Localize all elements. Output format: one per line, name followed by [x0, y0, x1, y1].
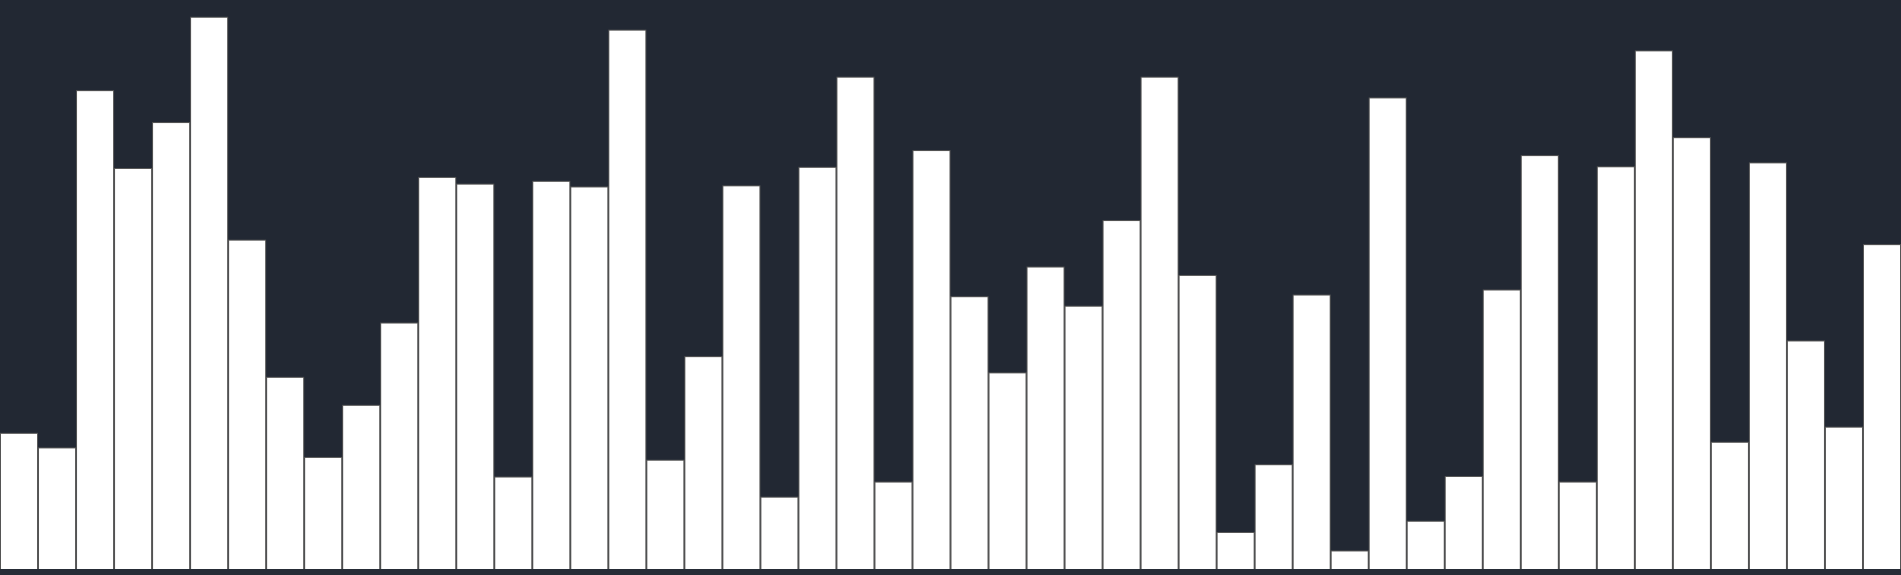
bar-47 — [1748, 162, 1787, 571]
bar-6 — [190, 16, 229, 571]
bar-5 — [152, 122, 191, 571]
bar-43 — [1596, 166, 1635, 571]
bar-40 — [1482, 289, 1521, 571]
bar-36 — [1330, 550, 1369, 571]
bar-20 — [722, 185, 761, 571]
bar-27 — [988, 372, 1027, 571]
x-axis-baseline — [0, 569, 1901, 575]
bar-24 — [874, 481, 913, 571]
bar-9 — [304, 456, 343, 571]
bar-17 — [608, 29, 647, 571]
bar-41 — [1520, 155, 1559, 571]
bar-15 — [532, 180, 571, 571]
bar-12 — [418, 176, 457, 571]
bar-31 — [1140, 76, 1179, 571]
bar-16 — [570, 186, 609, 571]
bar-48 — [1786, 340, 1825, 571]
bar-8 — [266, 376, 305, 571]
bar-4 — [114, 167, 153, 571]
bar-50 — [1862, 244, 1901, 571]
bar-29 — [1064, 305, 1103, 571]
bar-49 — [1824, 426, 1863, 571]
bar-3 — [76, 90, 115, 571]
bar-19 — [684, 356, 723, 571]
bar-28 — [1026, 266, 1065, 571]
bar-26 — [950, 296, 989, 571]
bar-32 — [1178, 274, 1217, 571]
bar-1 — [0, 432, 39, 571]
bar-35 — [1292, 294, 1331, 571]
bar-44 — [1634, 50, 1673, 571]
bar-45 — [1672, 137, 1711, 571]
bar-42 — [1558, 481, 1597, 571]
bar-2 — [38, 447, 77, 571]
bars-group — [0, 16, 1901, 571]
bar-22 — [798, 166, 837, 571]
bar-33 — [1216, 531, 1255, 571]
bar-11 — [380, 322, 419, 571]
bar-25 — [912, 150, 951, 571]
bar-23 — [836, 76, 875, 571]
bar-39 — [1444, 475, 1483, 571]
bar-14 — [494, 476, 533, 571]
bar-21 — [760, 496, 799, 571]
bar-13 — [456, 183, 495, 571]
bar-34 — [1254, 464, 1293, 571]
bar-18 — [646, 459, 685, 571]
bar-30 — [1102, 220, 1141, 571]
bar-7 — [228, 239, 267, 571]
bar-37 — [1368, 97, 1407, 571]
bar-46 — [1710, 441, 1749, 571]
bar-38 — [1406, 520, 1445, 571]
bar-10 — [342, 404, 381, 571]
